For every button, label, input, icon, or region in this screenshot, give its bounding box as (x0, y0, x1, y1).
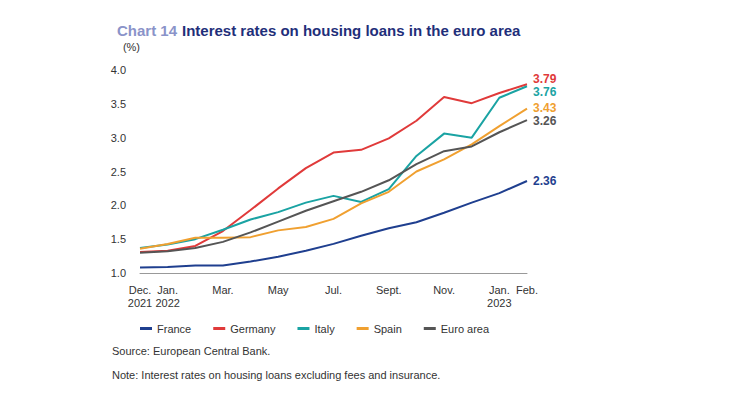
svg-text:France: France (157, 323, 191, 335)
svg-text:Jan.: Jan. (157, 284, 178, 296)
svg-text:Mar.: Mar. (212, 284, 233, 296)
svg-text:3.43: 3.43 (533, 101, 557, 115)
svg-text:2.5: 2.5 (111, 166, 126, 178)
svg-text:1.0: 1.0 (111, 267, 126, 279)
svg-text:1.5: 1.5 (111, 233, 126, 245)
svg-text:2.36: 2.36 (533, 174, 557, 188)
svg-text:4.0: 4.0 (111, 64, 126, 76)
svg-text:3.0: 3.0 (111, 132, 126, 144)
svg-text:2023: 2023 (487, 297, 511, 309)
svg-text:2022: 2022 (155, 297, 179, 309)
svg-text:Germany: Germany (230, 323, 276, 335)
svg-text:Italy: Italy (314, 323, 335, 335)
svg-text:Spain: Spain (374, 323, 402, 335)
svg-text:Jul.: Jul. (325, 284, 342, 296)
svg-text:Dec.: Dec. (129, 284, 152, 296)
svg-text:Nov.: Nov. (433, 284, 455, 296)
svg-text:2021: 2021 (128, 297, 152, 309)
svg-text:(%): (%) (123, 41, 140, 53)
svg-text:3.26: 3.26 (533, 114, 557, 128)
svg-text:Note: Interest rates on housin: Note: Interest rates on housing loans ex… (112, 369, 440, 381)
svg-text:Euro area: Euro area (441, 323, 490, 335)
svg-text:May: May (268, 284, 289, 296)
svg-text:Interest rates on housing loan: Interest rates on housing loans in the e… (182, 22, 521, 39)
svg-text:3.76: 3.76 (533, 85, 557, 99)
svg-text:Feb.: Feb. (516, 284, 538, 296)
svg-text:3.79: 3.79 (533, 72, 557, 86)
svg-text:3.5: 3.5 (111, 98, 126, 110)
svg-text:Sept.: Sept. (376, 284, 402, 296)
svg-text:Source: European Central Bank.: Source: European Central Bank. (112, 345, 270, 357)
svg-text:Jan.: Jan. (489, 284, 510, 296)
svg-text:2.0: 2.0 (111, 199, 126, 211)
svg-text:Chart 14: Chart 14 (117, 22, 178, 39)
